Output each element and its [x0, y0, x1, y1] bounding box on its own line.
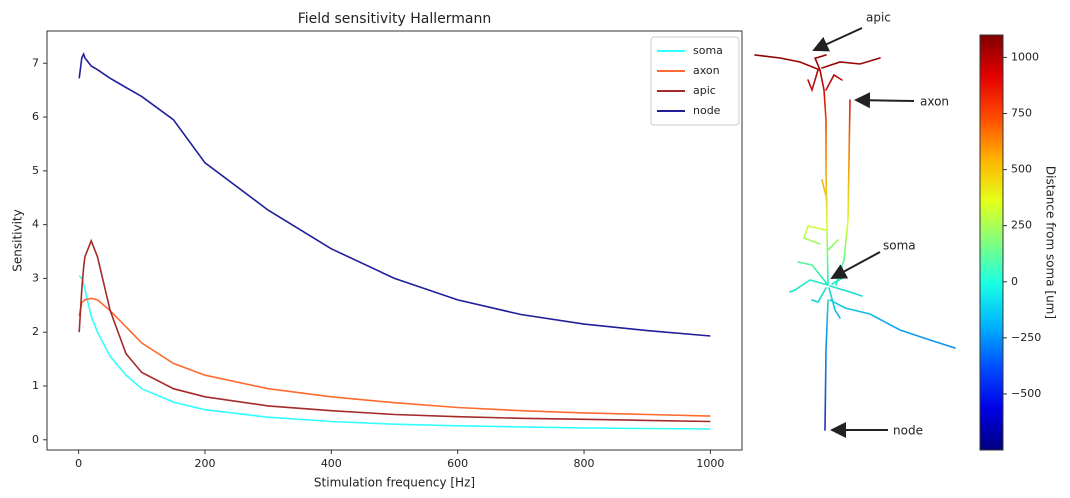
- annotation: node: [893, 424, 923, 438]
- series-line: [78, 297, 711, 417]
- legend-box: [650, 36, 740, 126]
- series-line: [78, 275, 711, 430]
- x-tick-label: 800: [574, 457, 595, 470]
- series-line: [78, 51, 711, 337]
- x-tick-label: 1000: [696, 457, 724, 470]
- plot-area: [46, 30, 743, 451]
- line-chart: Field sensitivity Hallermann Stimulation …: [11, 11, 743, 490]
- x-tick-label: 200: [194, 457, 215, 470]
- y-tick-label: 7: [32, 56, 39, 69]
- annotation-arrows: [812, 27, 915, 438]
- y-tick-label: 5: [32, 164, 39, 177]
- y-axis-label: Sensitivity: [11, 209, 25, 271]
- annotation: axon: [920, 95, 949, 109]
- colorbar-label: Distance from soma [um]: [1044, 166, 1058, 319]
- x-tick-label: 600: [447, 457, 468, 470]
- y-tick-label: 2: [32, 325, 39, 338]
- colorbar: −500 −250 0 250 500 750 1000 Distance from soma…: [979, 34, 1058, 451]
- y-tick-label: 6: [32, 110, 39, 123]
- colorbar-tick-label: −500: [1011, 387, 1041, 400]
- annotation: apic: [866, 11, 891, 25]
- annotation: soma: [883, 239, 916, 253]
- legend-label: soma: [693, 44, 723, 57]
- colorbar-tick-label: 0: [1011, 275, 1018, 288]
- colorbar-fill: [979, 34, 1004, 451]
- y-tick-label: 4: [32, 218, 39, 231]
- colorbar-tick-label: 1000: [1011, 50, 1039, 63]
- neuron-morphology: [754, 54, 956, 431]
- x-tick-label: 0: [75, 457, 82, 470]
- colorbar-tick-label: 500: [1011, 163, 1032, 176]
- series-line: [78, 238, 711, 423]
- colorbar-tick-label: 750: [1011, 107, 1032, 120]
- x-axis-label: Stimulation frequency [Hz]: [314, 476, 475, 490]
- x-tick-label: 400: [321, 457, 342, 470]
- legend-label: axon: [693, 64, 720, 77]
- chart-title: Field sensitivity Hallermann: [298, 11, 491, 27]
- y-tick-label: 1: [32, 379, 39, 392]
- y-tick-label: 3: [32, 271, 39, 284]
- legend-label: apic: [693, 84, 716, 97]
- legend-label: node: [693, 104, 721, 117]
- colorbar-tick-label: 250: [1011, 219, 1032, 232]
- colorbar-tick-label: −250: [1011, 331, 1041, 344]
- y-tick-label: 0: [32, 433, 39, 446]
